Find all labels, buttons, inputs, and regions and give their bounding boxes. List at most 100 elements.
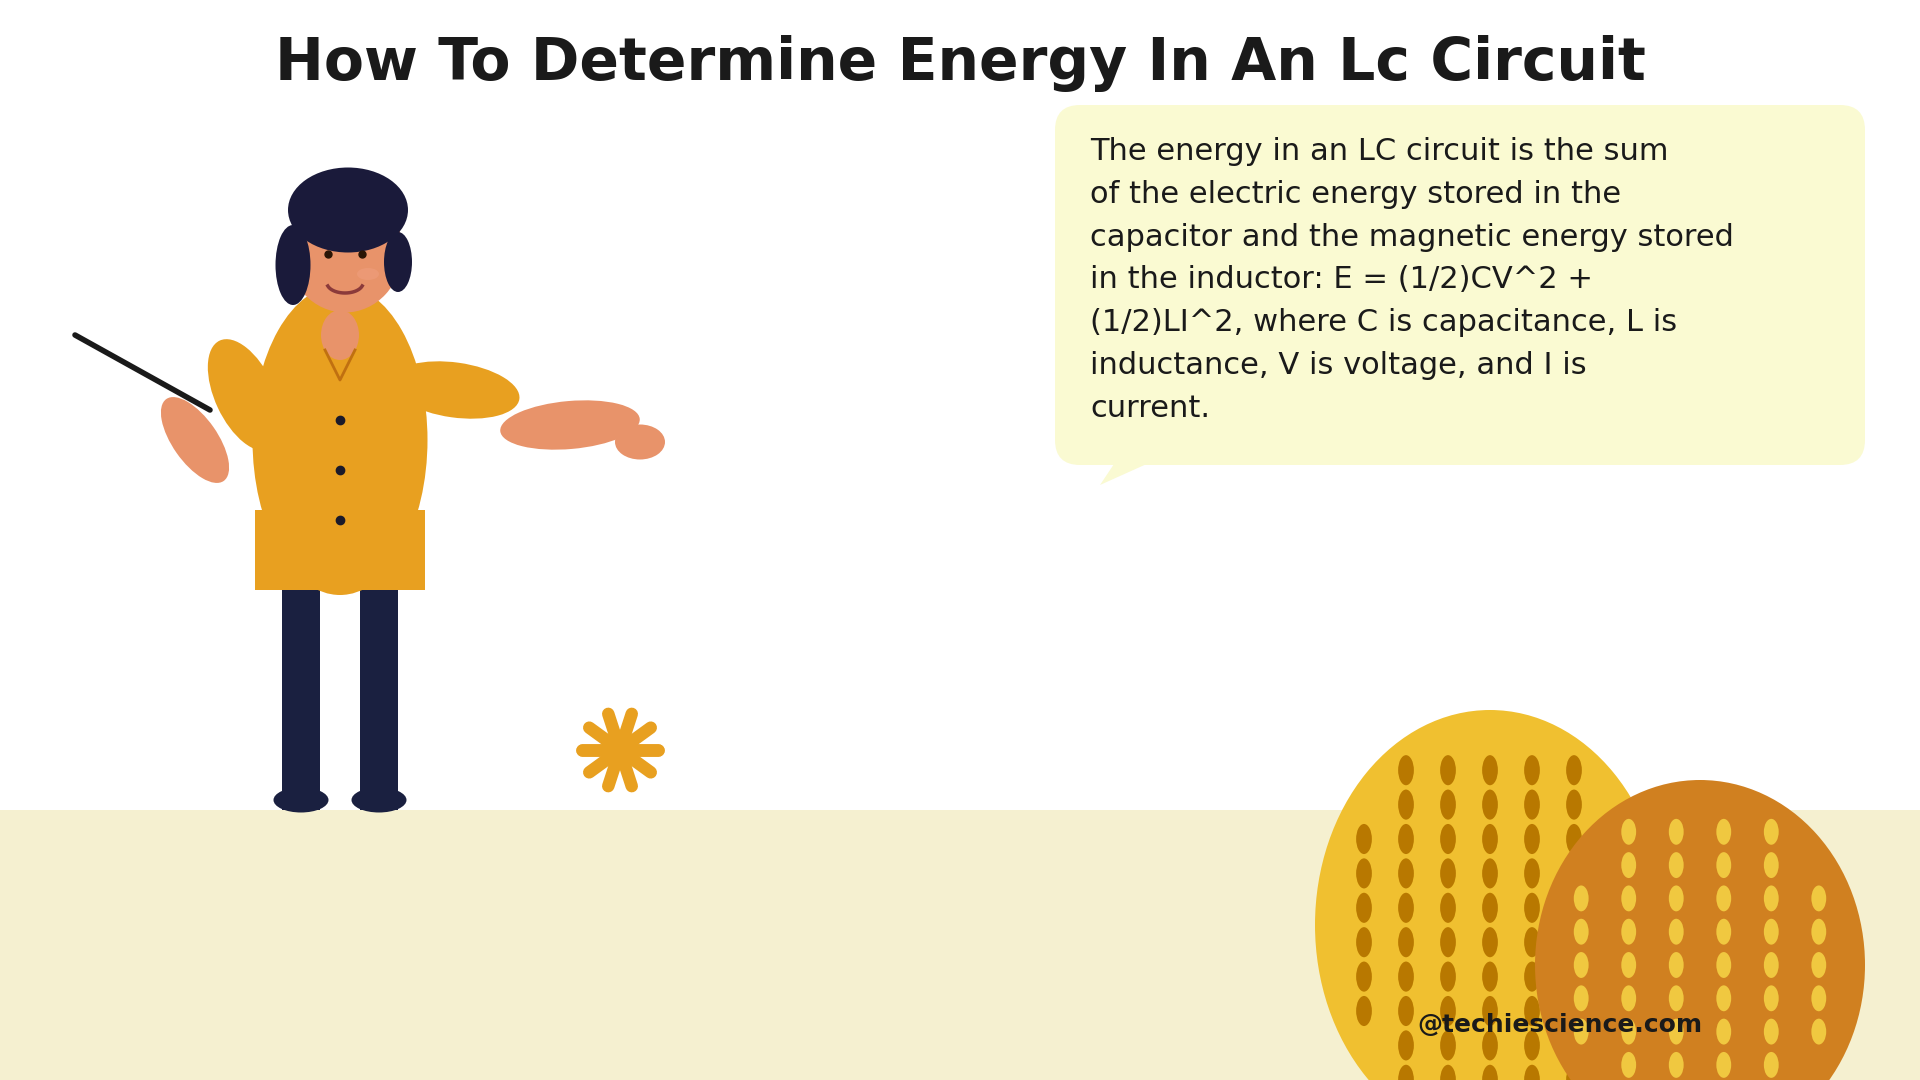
Ellipse shape: [273, 787, 328, 812]
Ellipse shape: [1716, 1018, 1732, 1044]
Ellipse shape: [1440, 824, 1455, 854]
Ellipse shape: [1764, 985, 1778, 1011]
Ellipse shape: [1764, 819, 1778, 845]
Ellipse shape: [1716, 953, 1732, 978]
Ellipse shape: [1440, 789, 1455, 820]
Ellipse shape: [1567, 1065, 1582, 1080]
Ellipse shape: [1482, 824, 1498, 854]
Ellipse shape: [1609, 927, 1624, 957]
Ellipse shape: [288, 167, 407, 253]
Ellipse shape: [1398, 824, 1413, 854]
Ellipse shape: [1764, 1052, 1778, 1078]
Text: How To Determine Energy In An Lc Circuit: How To Determine Energy In An Lc Circuit: [275, 35, 1645, 92]
Ellipse shape: [1524, 961, 1540, 991]
Ellipse shape: [1668, 1018, 1684, 1044]
Ellipse shape: [321, 310, 359, 360]
Ellipse shape: [1668, 819, 1684, 845]
Polygon shape: [361, 580, 397, 810]
Ellipse shape: [1620, 852, 1636, 878]
Ellipse shape: [1567, 996, 1582, 1026]
Ellipse shape: [1398, 927, 1413, 957]
Ellipse shape: [1574, 953, 1588, 978]
Ellipse shape: [1620, 919, 1636, 945]
Ellipse shape: [1440, 893, 1455, 922]
Ellipse shape: [288, 188, 403, 312]
Ellipse shape: [1398, 789, 1413, 820]
Ellipse shape: [1482, 961, 1498, 991]
Ellipse shape: [1668, 985, 1684, 1011]
Ellipse shape: [1524, 755, 1540, 785]
Ellipse shape: [1716, 985, 1732, 1011]
Ellipse shape: [1482, 859, 1498, 889]
Ellipse shape: [1524, 1065, 1540, 1080]
Ellipse shape: [275, 225, 311, 305]
FancyBboxPatch shape: [0, 810, 1920, 1080]
Ellipse shape: [1482, 927, 1498, 957]
Ellipse shape: [1482, 789, 1498, 820]
Ellipse shape: [1811, 985, 1826, 1011]
Ellipse shape: [1398, 755, 1413, 785]
Ellipse shape: [1356, 859, 1373, 889]
Ellipse shape: [1620, 953, 1636, 978]
Ellipse shape: [357, 268, 378, 280]
Ellipse shape: [1668, 919, 1684, 945]
Ellipse shape: [1440, 755, 1455, 785]
Ellipse shape: [1609, 824, 1624, 854]
Ellipse shape: [1440, 961, 1455, 991]
Ellipse shape: [1524, 893, 1540, 922]
Polygon shape: [282, 580, 321, 810]
Ellipse shape: [1668, 1052, 1684, 1078]
Ellipse shape: [1620, 819, 1636, 845]
Ellipse shape: [1609, 859, 1624, 889]
Ellipse shape: [1567, 893, 1582, 922]
Ellipse shape: [1574, 985, 1588, 1011]
Ellipse shape: [1716, 852, 1732, 878]
Ellipse shape: [1356, 893, 1373, 922]
Ellipse shape: [1764, 852, 1778, 878]
Ellipse shape: [1567, 755, 1582, 785]
Ellipse shape: [1668, 852, 1684, 878]
Ellipse shape: [1482, 893, 1498, 922]
Ellipse shape: [1440, 1065, 1455, 1080]
Ellipse shape: [1398, 961, 1413, 991]
Ellipse shape: [1609, 961, 1624, 991]
Ellipse shape: [1482, 996, 1498, 1026]
Ellipse shape: [1315, 710, 1665, 1080]
Ellipse shape: [384, 232, 413, 292]
Ellipse shape: [1524, 996, 1540, 1026]
Ellipse shape: [1609, 996, 1624, 1026]
Ellipse shape: [1764, 919, 1778, 945]
Ellipse shape: [1524, 789, 1540, 820]
Ellipse shape: [1716, 919, 1732, 945]
Ellipse shape: [1440, 927, 1455, 957]
Ellipse shape: [1716, 1052, 1732, 1078]
Ellipse shape: [1567, 859, 1582, 889]
Ellipse shape: [1482, 1030, 1498, 1061]
Ellipse shape: [1716, 819, 1732, 845]
Ellipse shape: [1620, 886, 1636, 912]
Ellipse shape: [390, 362, 520, 419]
Ellipse shape: [1524, 927, 1540, 957]
Ellipse shape: [1567, 824, 1582, 854]
Text: @techiescience.com: @techiescience.com: [1417, 1013, 1703, 1037]
Ellipse shape: [1398, 859, 1413, 889]
Ellipse shape: [1440, 859, 1455, 889]
Ellipse shape: [1574, 1018, 1588, 1044]
Ellipse shape: [1524, 1030, 1540, 1061]
Ellipse shape: [1482, 755, 1498, 785]
Ellipse shape: [253, 285, 428, 595]
Ellipse shape: [1398, 996, 1413, 1026]
Ellipse shape: [1524, 859, 1540, 889]
Ellipse shape: [1356, 927, 1373, 957]
Polygon shape: [1100, 440, 1200, 485]
Ellipse shape: [1567, 1030, 1582, 1061]
Ellipse shape: [1764, 953, 1778, 978]
Ellipse shape: [1567, 789, 1582, 820]
Ellipse shape: [1567, 961, 1582, 991]
Ellipse shape: [1811, 953, 1826, 978]
Ellipse shape: [1524, 824, 1540, 854]
Ellipse shape: [207, 339, 282, 450]
Ellipse shape: [1620, 1052, 1636, 1078]
FancyBboxPatch shape: [1054, 105, 1864, 465]
Ellipse shape: [1440, 996, 1455, 1026]
